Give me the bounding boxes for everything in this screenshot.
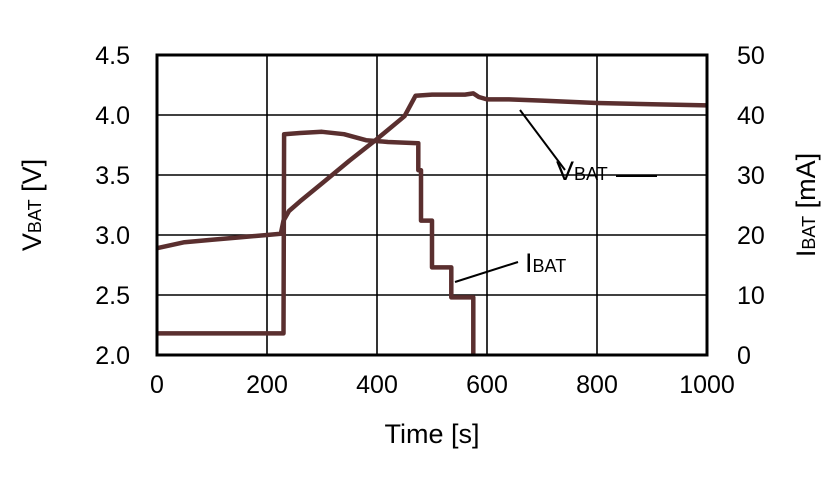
y-axis-right-label: IBAT [mA] bbox=[791, 153, 821, 257]
tick-labels: 0 200 400 600 800 1000 2.0 2.5 3.0 3.5 4.0 4.5 0 10 20… bbox=[95, 42, 765, 399]
y-axis-right-label-sub: BAT bbox=[799, 216, 819, 250]
y-axis-left-label-main: V bbox=[17, 233, 47, 251]
y-left-tick-label: 4.5 bbox=[95, 42, 130, 70]
grid-lines bbox=[157, 55, 707, 355]
y-left-tick-label: 3.5 bbox=[95, 162, 130, 190]
plot-frame bbox=[155, 53, 709, 357]
x-tick-label: 1000 bbox=[679, 371, 735, 399]
x-tick-label: 200 bbox=[246, 371, 288, 399]
series-line-vbat bbox=[156, 91, 708, 251]
y-right-tick-label: 10 bbox=[737, 282, 765, 310]
ibat-leader-line bbox=[454, 261, 519, 283]
y-right-tick-label: 30 bbox=[737, 162, 765, 190]
y-axis-left-label-unit: [V] bbox=[17, 159, 47, 200]
vbat-leader-line bbox=[519, 109, 566, 171]
y-axis-left-label: VBAT [V] bbox=[17, 159, 47, 251]
y-right-tick-label: 20 bbox=[737, 222, 765, 250]
vbat-label-main: V bbox=[556, 156, 574, 186]
y-left-tick-label: 2.0 bbox=[95, 342, 130, 370]
y-axis-right-label-unit: [mA] bbox=[791, 153, 821, 216]
y-right-tick-label: 50 bbox=[737, 42, 765, 70]
y-left-tick-label: 3.0 bbox=[95, 222, 130, 250]
series-lines bbox=[156, 91, 708, 355]
y-right-tick-label: 40 bbox=[737, 102, 765, 130]
y-left-tick-label: 4.0 bbox=[95, 102, 130, 130]
x-tick-label: 800 bbox=[576, 371, 618, 399]
ibat-label: IBAT bbox=[525, 248, 566, 278]
ibat-label-main: I bbox=[525, 248, 533, 278]
x-tick-label: 0 bbox=[150, 371, 164, 399]
x-tick-label: 600 bbox=[466, 371, 508, 399]
x-axis-label: Time [s] bbox=[384, 419, 479, 449]
vbat-label: VBAT bbox=[556, 156, 608, 186]
y-left-tick-label: 2.5 bbox=[95, 282, 130, 310]
x-tick-label: 400 bbox=[356, 371, 398, 399]
series-line-ibat bbox=[157, 129, 476, 355]
vbat-label-sub: BAT bbox=[574, 164, 608, 184]
y-right-tick-label: 0 bbox=[737, 342, 751, 370]
ibat-label-sub: BAT bbox=[533, 256, 567, 276]
y-axis-left-label-sub: BAT bbox=[25, 199, 45, 233]
y-axis-right-label-main: I bbox=[791, 250, 821, 258]
